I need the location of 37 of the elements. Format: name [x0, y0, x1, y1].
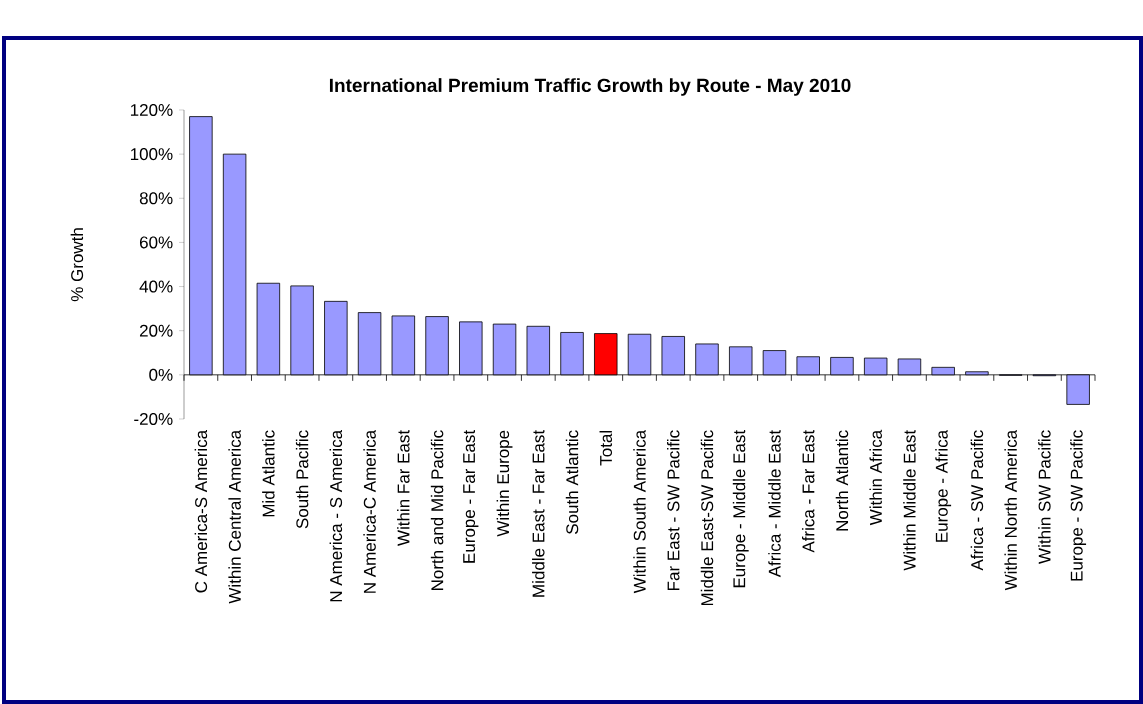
x-tick-label: Within Central America — [228, 429, 241, 604]
x-tick-label: South Atlantic — [565, 430, 579, 534]
x-tick-label: Middle East - Far East — [532, 430, 545, 597]
y-tick-label: 80% — [139, 192, 173, 205]
x-tick-label: South Pacific — [295, 430, 309, 529]
x-tick-label: Far East - SW Pacific — [667, 430, 680, 590]
x-tick-label: Africa - Far East — [801, 430, 815, 553]
x-tick-label: Middle East-SW Pacific — [700, 430, 714, 606]
y-tick-label: 20% — [139, 324, 173, 337]
x-tick-label: N America-C America — [363, 429, 376, 593]
x-tick-label: Europe - SW Pacific — [1070, 430, 1087, 581]
x-tick-label: Europe - Middle East — [732, 430, 749, 588]
x-tick-label: North and Mid Pacific — [430, 430, 444, 591]
x-tick-label: Within South America — [633, 429, 646, 594]
x-tick-label: Within SW Pacific — [1038, 430, 1051, 564]
x-tick-label: North Atlantic — [835, 430, 849, 531]
x-tick-label: Total — [599, 430, 613, 466]
y-tick-label: 0% — [149, 368, 173, 381]
x-tick-label: Within Europe — [496, 430, 513, 537]
x-tick-label: C America-S America — [194, 429, 208, 593]
y-tick-label: -20% — [134, 412, 173, 426]
x-tick-label: Africa - Middle East — [768, 430, 781, 578]
y-tick-label: 40% — [139, 280, 173, 293]
x-tick-label: Within Middle East — [903, 430, 916, 571]
chart-title: International Premium Traffic Growth by Route - May 2010 — [329, 78, 851, 96]
x-tick-label: N America - S America — [329, 429, 343, 602]
x-tick-label: Mid Atlantic — [262, 430, 275, 517]
x-tick-label: Europe - Africa — [935, 429, 952, 542]
x-tick-label: Within Africa — [869, 429, 882, 526]
y-tick-label: 120% — [130, 103, 173, 117]
y-tick-label: 100% — [130, 148, 173, 161]
x-tick-label: Within Far East — [397, 430, 410, 546]
x-tick-label: Europe - Far East — [463, 430, 479, 563]
x-tick-label: Africa - SW Pacific — [970, 430, 984, 571]
x-tick-label: Within North America — [1004, 429, 1017, 591]
y-axis-title: % Growth — [70, 228, 84, 302]
y-tick-label: 60% — [139, 236, 173, 249]
